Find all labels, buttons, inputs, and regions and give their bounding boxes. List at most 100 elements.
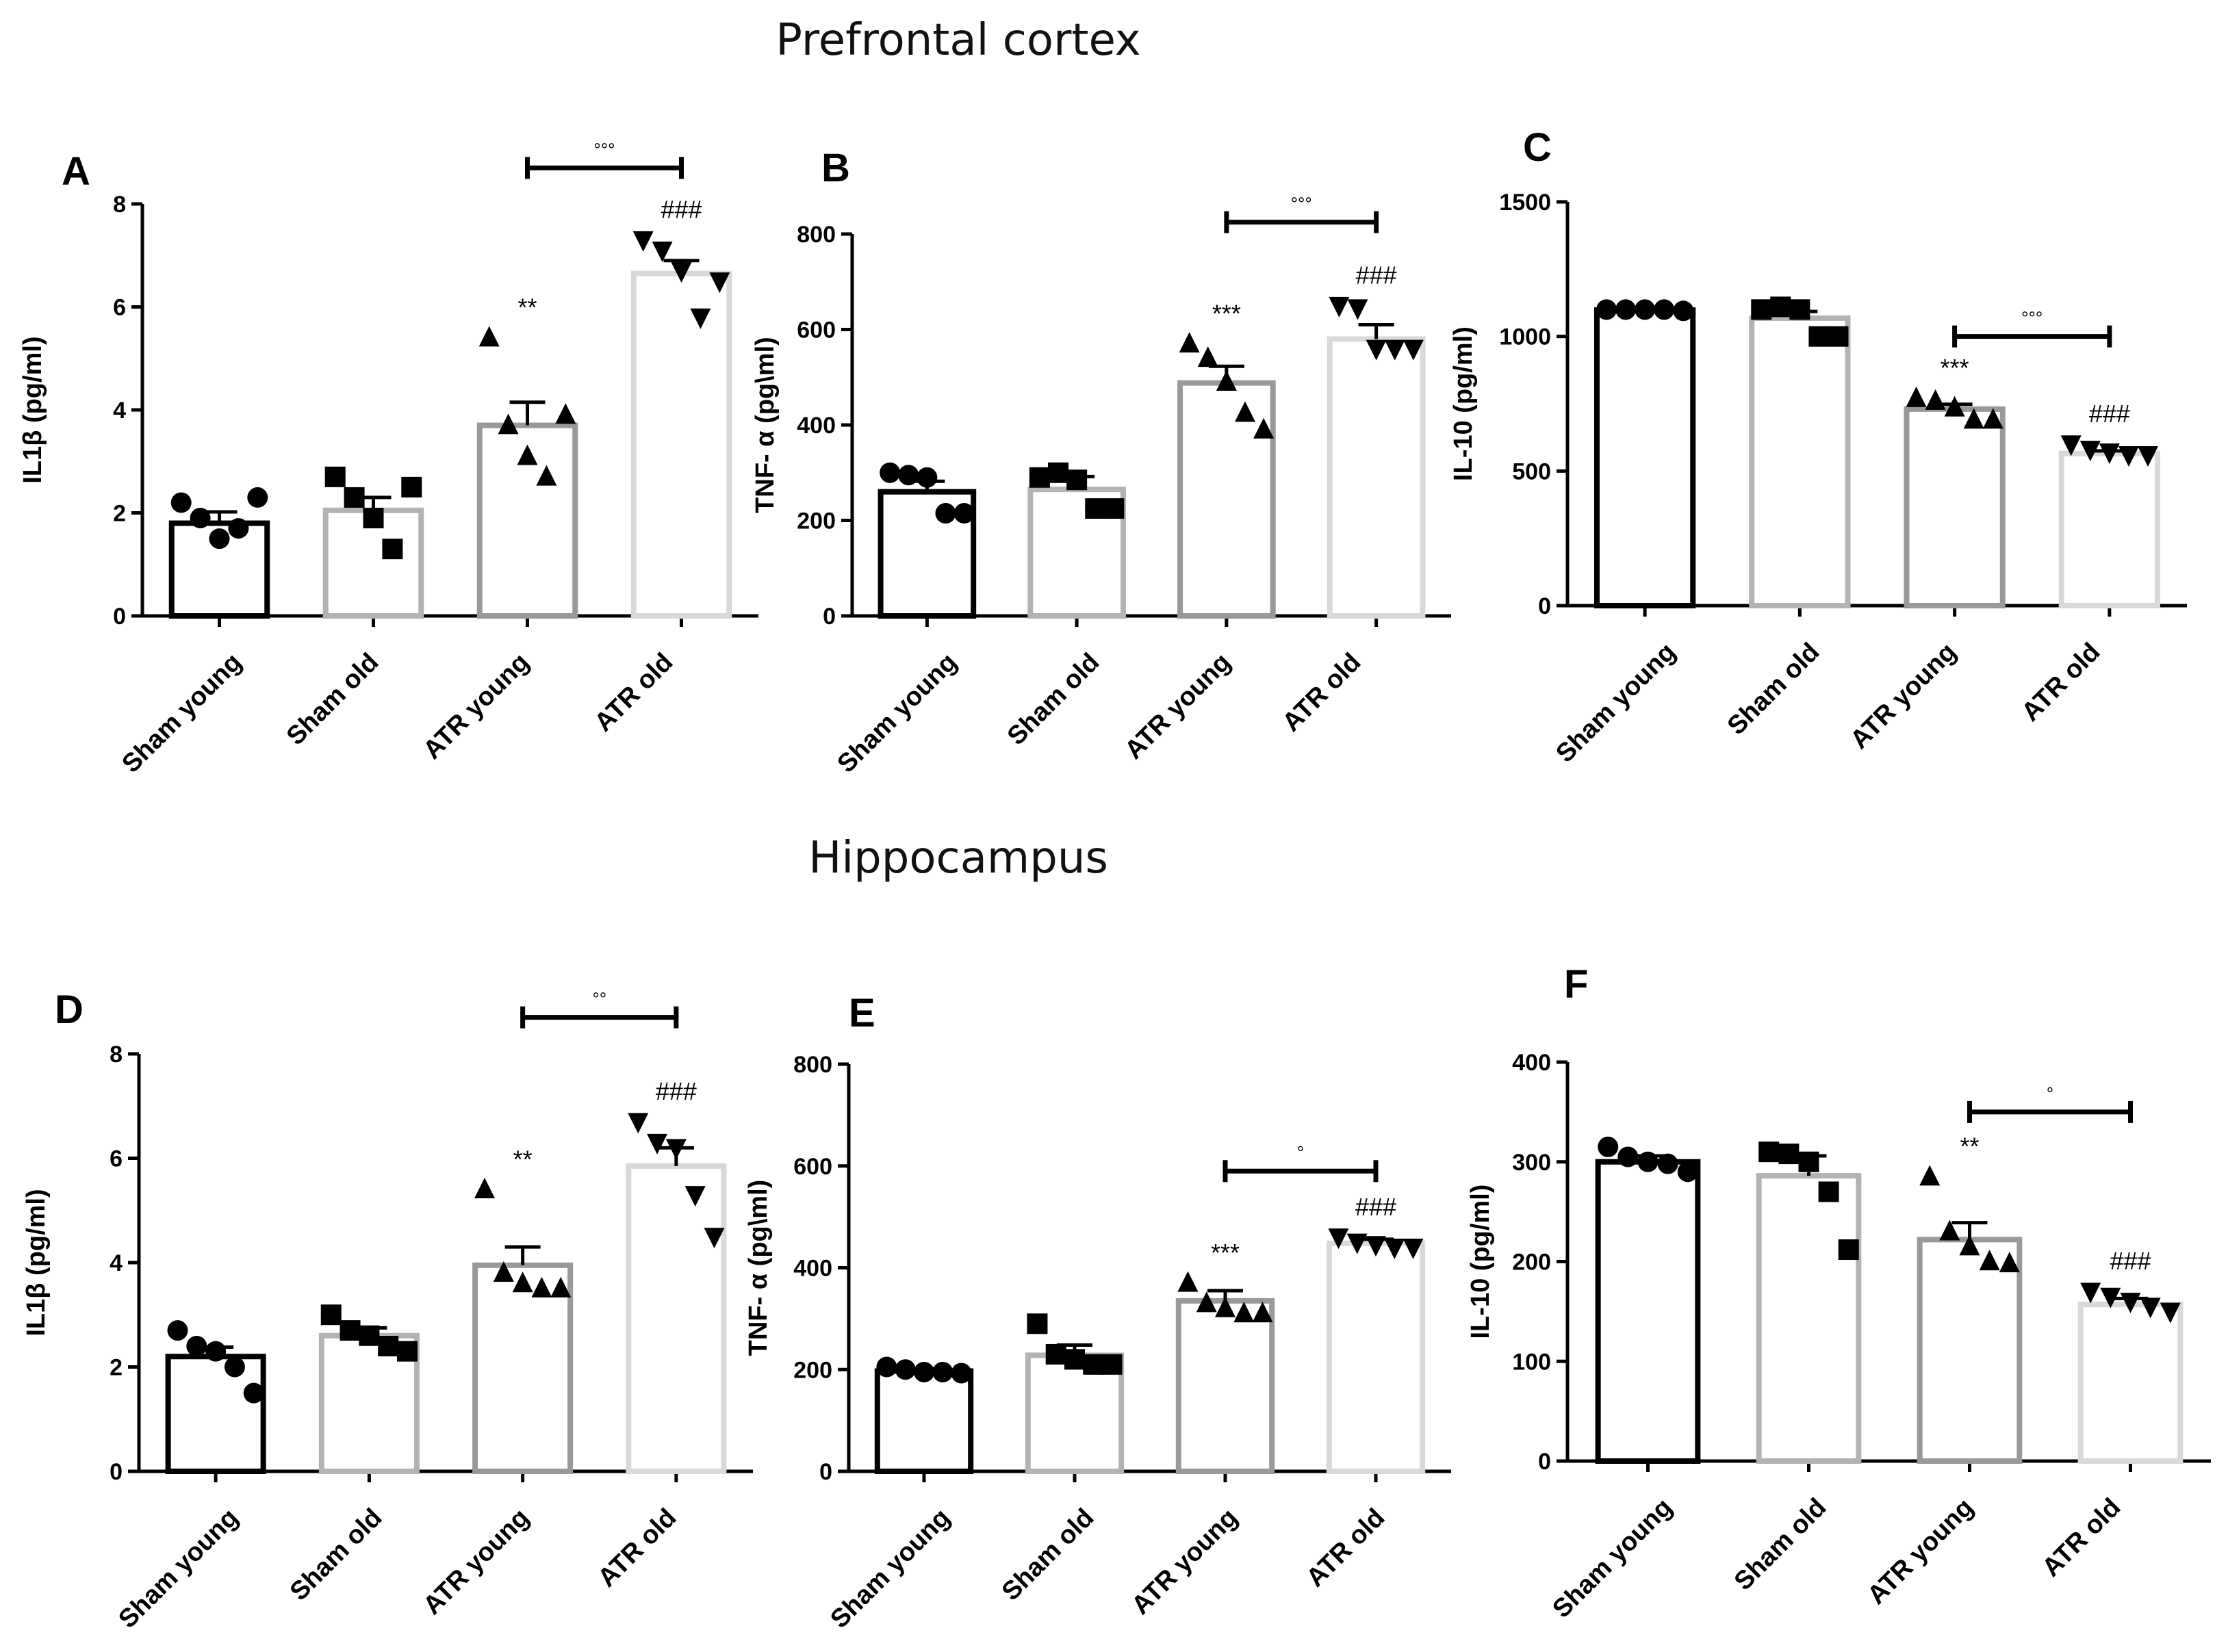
panel-c-x-tick-label: Sham young — [1550, 638, 1681, 769]
panel-f-point — [1838, 1239, 1859, 1261]
panel-b-point — [1048, 462, 1068, 483]
panel-e-point — [1101, 1354, 1123, 1375]
panel-e-point — [1215, 1296, 1235, 1317]
panel-a-x-tick-label: Sham young — [116, 648, 247, 779]
panel-d-comparison-bracket — [520, 1006, 679, 1029]
panel-b-point — [1235, 401, 1255, 422]
panel-e-comparison-bracket — [1222, 1160, 1379, 1183]
panel-f-bar-1 — [1595, 1159, 1701, 1464]
panel-f-y-label: IL-10 (pg/ml) — [1466, 1185, 1495, 1339]
panel-a-y-tick-label: 6 — [113, 295, 126, 321]
panel-e-y-tick-label: 400 — [793, 1256, 832, 1282]
panel-d-point — [167, 1320, 188, 1341]
panel-c-y-tick-label: 0 — [1538, 593, 1551, 619]
panel-f-point — [1598, 1136, 1619, 1157]
panel-c-bar-2 — [1749, 315, 1851, 608]
panel-d-bar-1 — [165, 1354, 266, 1474]
panel-c-y-tick-label: 1500 — [1499, 190, 1551, 216]
panel-b-point — [1329, 296, 1350, 318]
panel-a-significance: ** — [517, 294, 537, 322]
panel-e-point — [1403, 1239, 1424, 1259]
panel-d-point — [320, 1304, 342, 1326]
panels: A IL1β (pg/ml) 0 2 4 6 8 Sham young Sham old ** AT… — [18, 125, 2211, 1634]
panel-a-point — [709, 272, 730, 294]
panel-c-point — [2079, 441, 2101, 462]
panel-f-point — [1979, 1250, 2000, 1271]
panel-b-point — [1029, 467, 1050, 488]
panel-a-point — [632, 231, 654, 252]
panel-b-point — [1403, 339, 1424, 361]
panel-d-point — [186, 1336, 207, 1356]
panel-a-point — [363, 508, 384, 529]
panel-e-y-label: TNF- α (pg\ml) — [744, 1180, 773, 1356]
panel-f-bar-4 — [2077, 1302, 2184, 1464]
panel-f-point — [1778, 1144, 1800, 1165]
panel-c-bracket-label: °°° — [2021, 308, 2043, 328]
panel-e-point — [876, 1356, 897, 1378]
panel-d-point — [550, 1276, 572, 1298]
panel-a-point — [209, 528, 230, 550]
panel-d-significance: ** — [513, 1145, 533, 1173]
panel-c-point — [1925, 389, 1946, 410]
panel-a: A IL1β (pg/ml) 0 2 4 6 8 Sham young Sham old ** AT… — [18, 139, 758, 779]
panel-b-point — [917, 467, 938, 488]
panel-a-point — [247, 487, 268, 508]
panel-b-point — [1366, 339, 1387, 361]
panel-d-y-tick-label: 0 — [110, 1459, 123, 1485]
panel-e-bracket-label: ° — [1297, 1142, 1304, 1163]
panel-f-significance: ** — [1960, 1133, 1979, 1161]
panel-c-bar-3 — [1904, 406, 2006, 608]
panel-f-point — [1959, 1235, 1980, 1256]
panel-d-significance: ### — [656, 1077, 697, 1105]
panel-c-point — [1828, 326, 1849, 347]
panel-b-significance: *** — [1212, 299, 1241, 327]
panel-f-comparison-bracket — [1967, 1100, 2133, 1123]
panel-a-point — [170, 492, 192, 513]
panel-a-point — [190, 508, 211, 529]
panel-e-point — [951, 1363, 972, 1384]
panel-c-point — [1654, 299, 1675, 320]
panel-c-point — [1963, 408, 1984, 429]
panel-a-comparison-bracket — [525, 157, 684, 179]
panel-f-point — [1677, 1161, 1698, 1183]
panel-a-point — [671, 262, 692, 283]
panel-b-y-tick-label: 200 — [797, 508, 836, 534]
panel-d-point — [704, 1228, 725, 1249]
panel-e-x-tick-label: ATR young — [1126, 1503, 1243, 1621]
panel-b-point — [1197, 346, 1218, 367]
panel-a-point — [690, 308, 711, 329]
panel-b-y-tick-label: 600 — [797, 318, 836, 344]
panel-c-point — [1615, 299, 1637, 320]
panel-e-x-tick-label: Sham young — [825, 1503, 956, 1634]
panel-f-point — [1637, 1151, 1659, 1172]
panel-a-significance: ### — [661, 196, 702, 224]
panel-b-bracket-label: °°° — [1291, 194, 1312, 214]
panel-e-significance: *** — [1211, 1239, 1240, 1267]
panel-c-letter: C — [1523, 125, 1552, 170]
panel-b-point — [1253, 417, 1275, 439]
panel-e-point — [1252, 1302, 1273, 1323]
panel-f-point — [2140, 1298, 2161, 1319]
panel-e-y-tick-label: 0 — [819, 1459, 832, 1485]
panel-b-point — [1179, 332, 1200, 353]
panel-a-x-tick-label: Sham old — [281, 648, 385, 751]
panel-f-y-tick-label: 200 — [1512, 1250, 1551, 1276]
panel-b-bar-4 — [1327, 336, 1426, 619]
panel-d-letter: D — [55, 988, 84, 1032]
panel-b-significance: ### — [1356, 261, 1397, 289]
panel-b-point — [1066, 469, 1088, 491]
panel-a-bar-3 — [476, 422, 578, 619]
panel-c-significance: ### — [2089, 400, 2130, 428]
panel-d-point — [396, 1341, 418, 1362]
panel-c-point — [1982, 408, 2003, 429]
panel-e-point — [1064, 1349, 1085, 1370]
panel-b-x-tick-label: Sham old — [1002, 648, 1105, 751]
panel-b-x-tick-label: ATR young — [1119, 648, 1236, 765]
panel-d-y-tick-label: 4 — [110, 1250, 123, 1276]
panel-b-point — [1347, 299, 1368, 320]
panel-d-x-tick-label: Sham young — [113, 1503, 244, 1634]
panel-b: B TNF- α (pg\ml) 0 200 400 600 800 Sham young Sh… — [751, 146, 1451, 779]
panel-c-bar-1 — [1593, 307, 1696, 608]
panel-c-point — [1770, 296, 1791, 318]
